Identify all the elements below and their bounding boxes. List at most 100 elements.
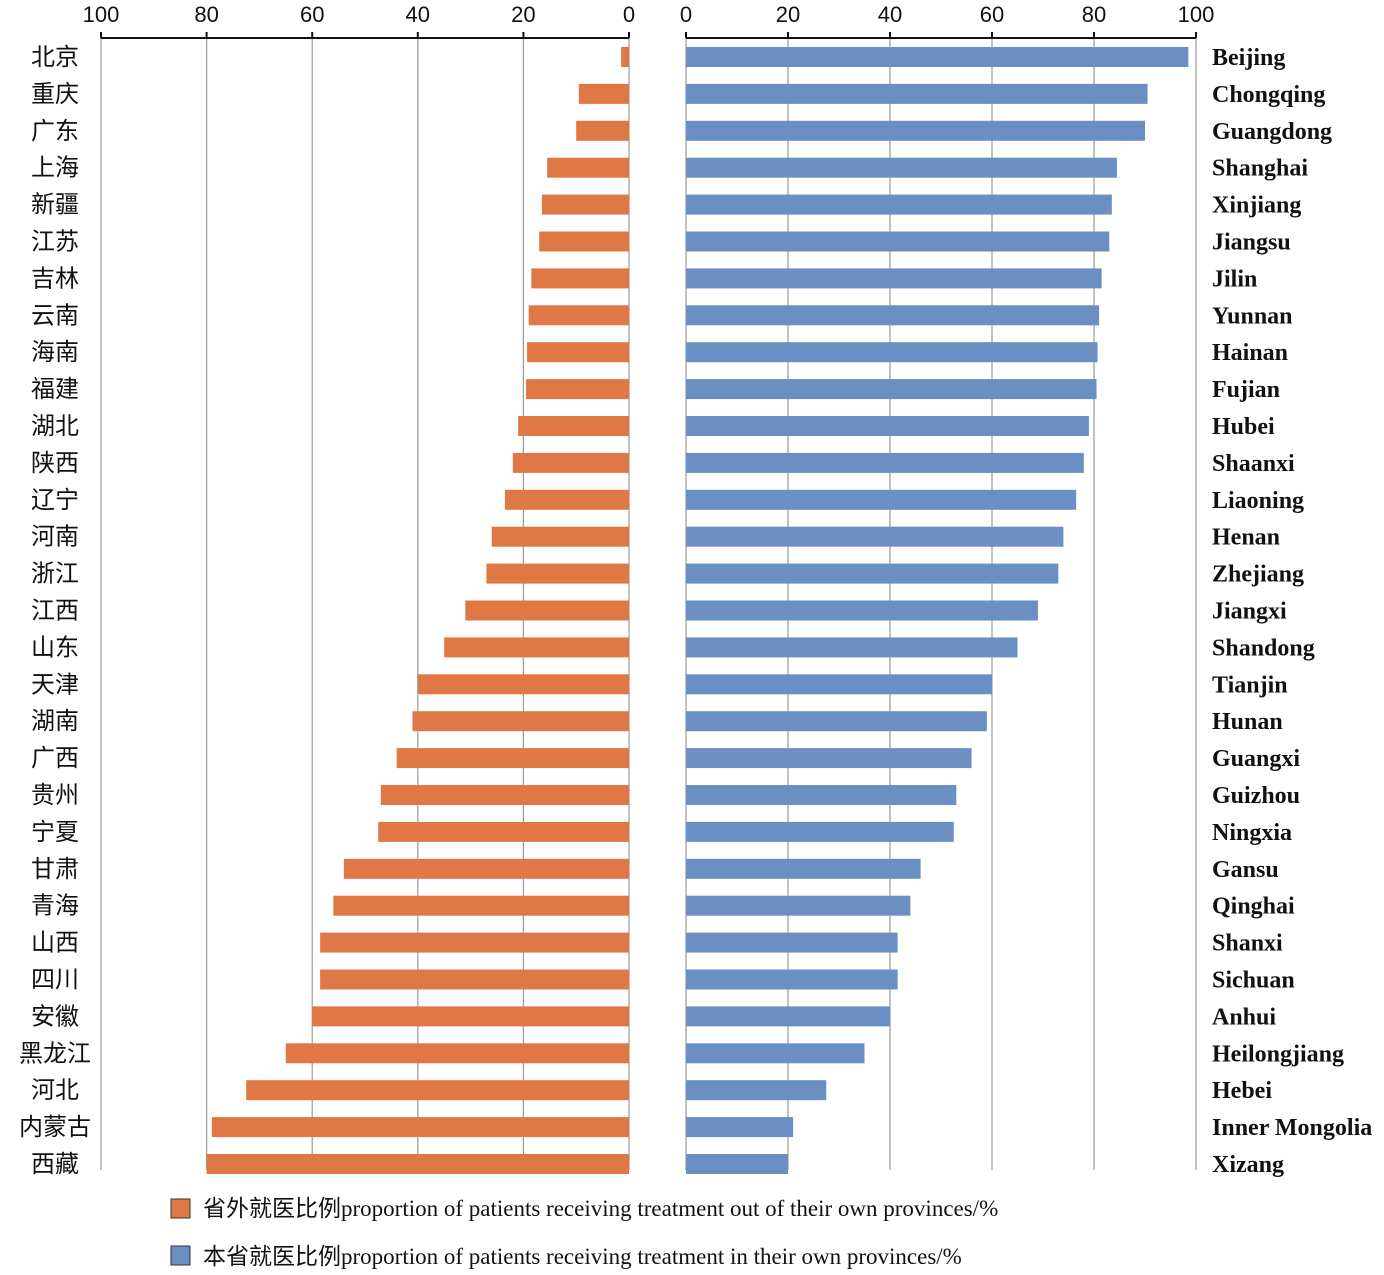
bar-out-of-province-sichuan: [320, 969, 629, 990]
category-label-cn: 浙江: [31, 560, 79, 588]
category-label-en: Anhui: [1212, 1004, 1276, 1030]
bar-in-province-heilongjiang: [686, 1043, 865, 1064]
category-label-en: Xinjiang: [1212, 193, 1301, 219]
bar-out-of-province-jilin: [531, 268, 629, 289]
category-label-cn: 山西: [31, 929, 79, 957]
bar-in-province-shanxi: [686, 932, 898, 953]
bar-in-province-shaanxi: [686, 452, 1084, 473]
bar-out-of-province-hebei: [246, 1080, 629, 1101]
bar-out-of-province-jiangxi: [465, 600, 629, 621]
category-label-en: Qinghai: [1212, 894, 1295, 920]
category-label-en: Ningxia: [1212, 820, 1292, 846]
right-tick-label-60: 60: [980, 2, 1004, 27]
bar-in-province-hunan: [686, 711, 987, 732]
category-label-en: Jilin: [1212, 266, 1257, 292]
bar-out-of-province-yunnan: [528, 305, 629, 326]
category-label-cn: 海南: [31, 338, 79, 366]
category-label-en: Guizhou: [1212, 783, 1300, 809]
category-label-cn: 安徽: [31, 1002, 79, 1030]
bar-in-province-qinghai: [686, 895, 911, 916]
category-label-en: Shandong: [1212, 635, 1315, 661]
category-label-cn: 新疆: [31, 191, 79, 219]
legend-label-out-of-province: 省外就医比例proportion of patients receiving t…: [203, 1196, 998, 1221]
bar-in-province-jiangxi: [686, 600, 1038, 621]
category-label-cn: 云南: [31, 301, 79, 329]
bar-out-of-province-tianjin: [417, 674, 629, 695]
bar-in-province-henan: [686, 526, 1064, 547]
bar-out-of-province-beijing: [621, 47, 629, 67]
bar-in-province-jilin: [686, 268, 1102, 289]
bar-out-of-province-liaoning: [504, 489, 629, 510]
legend: 省外就医比例proportion of patients receiving t…: [170, 1196, 998, 1269]
category-label-en: Shaanxi: [1212, 451, 1295, 477]
category-label-en: Jiangsu: [1212, 230, 1291, 256]
right-tick-label-40: 40: [878, 2, 902, 27]
bar-out-of-province-hainan: [527, 342, 629, 363]
right-tick-label-20: 20: [776, 2, 800, 27]
category-label-en: Jiangxi: [1212, 599, 1287, 625]
bar-out-of-province-henan: [491, 526, 629, 547]
bar-out-of-province-heilongjiang: [285, 1043, 629, 1064]
legend-swatch-out-of-province: [170, 1198, 191, 1219]
legend-swatch-in-province: [170, 1245, 191, 1266]
category-label-en: Guangdong: [1212, 119, 1332, 145]
axes: 100 80 60 40 20 0 0 20 40 60 80 100: [83, 2, 1215, 39]
bar-out-of-province-hubei: [518, 416, 629, 436]
category-label-en: Chongqing: [1212, 82, 1325, 108]
category-labels: 北京 Beijing 重庆 Chongqing 广东 Guangdong 上海 Shangha…: [19, 43, 1372, 1178]
bar-in-province-guizhou: [686, 785, 957, 805]
category-label-en: Zhejiang: [1212, 562, 1304, 588]
category-label-en: Heilongjiang: [1212, 1041, 1344, 1067]
category-label-cn: 上海: [31, 154, 79, 182]
bar-out-of-province-fujian: [526, 379, 629, 400]
bar-in-province-xizang: [686, 1154, 788, 1174]
category-label-cn: 四川: [31, 966, 79, 994]
category-label-en: Shanxi: [1212, 931, 1283, 957]
bar-in-province-chongqing: [686, 83, 1148, 104]
bar-out-of-province-gansu: [343, 858, 629, 879]
category-label-en: Yunnan: [1212, 303, 1293, 329]
bar-out-of-province-qinghai: [333, 895, 629, 916]
category-label-cn: 贵州: [31, 781, 79, 809]
category-label-en: Xizang: [1212, 1152, 1284, 1178]
category-label-cn: 江苏: [31, 228, 79, 256]
category-label-en: Hunan: [1212, 709, 1283, 735]
category-label-cn: 宁夏: [31, 818, 79, 846]
category-label-cn: 甘肃: [31, 855, 79, 883]
bar-out-of-province-shanxi: [320, 932, 629, 953]
category-label-cn: 湖南: [31, 707, 79, 735]
category-label-cn: 西藏: [31, 1150, 79, 1178]
right-tick-label-100: 100: [1178, 2, 1215, 27]
bar-in-province-tianjin: [686, 674, 992, 695]
category-label-en: Hebei: [1212, 1078, 1272, 1104]
left-tick-label-40: 40: [406, 2, 430, 27]
category-label-en: Hainan: [1212, 340, 1288, 366]
bar-out-of-province-hunan: [412, 711, 629, 732]
legend-label-in-province: 本省就医比例proportion of patients receiving t…: [203, 1244, 962, 1269]
bar-in-province-liaoning: [686, 489, 1077, 510]
left-tick-label-0: 0: [623, 2, 635, 27]
bar-in-province-anhui: [686, 1006, 890, 1027]
bars: [206, 47, 1189, 1174]
category-label-en: Guangxi: [1212, 746, 1300, 772]
bar-in-province-yunnan: [686, 305, 1100, 326]
category-label-en: Liaoning: [1212, 488, 1304, 514]
left-tick-label-20: 20: [511, 2, 535, 27]
bar-out-of-province-xinjiang: [541, 194, 629, 215]
bar-out-of-province-shandong: [444, 637, 629, 658]
bar-out-of-province-jiangsu: [539, 231, 629, 252]
bar-in-province-hainan: [686, 342, 1098, 363]
category-label-en: Tianjin: [1212, 672, 1288, 698]
bar-out-of-province-guangxi: [396, 748, 629, 769]
left-tick-label-60: 60: [300, 2, 324, 27]
category-label-en: Fujian: [1212, 377, 1280, 403]
bar-in-province-shanghai: [686, 157, 1117, 178]
category-label-cn: 吉林: [31, 264, 79, 292]
category-label-cn: 青海: [31, 892, 79, 920]
bar-in-province-zhejiang: [686, 563, 1059, 584]
category-label-cn: 湖北: [31, 412, 79, 440]
bar-in-province-ningxia: [686, 821, 954, 842]
category-label-cn: 天津: [31, 670, 79, 698]
bar-out-of-province-zhejiang: [486, 563, 629, 584]
category-label-cn: 广西: [31, 744, 79, 772]
